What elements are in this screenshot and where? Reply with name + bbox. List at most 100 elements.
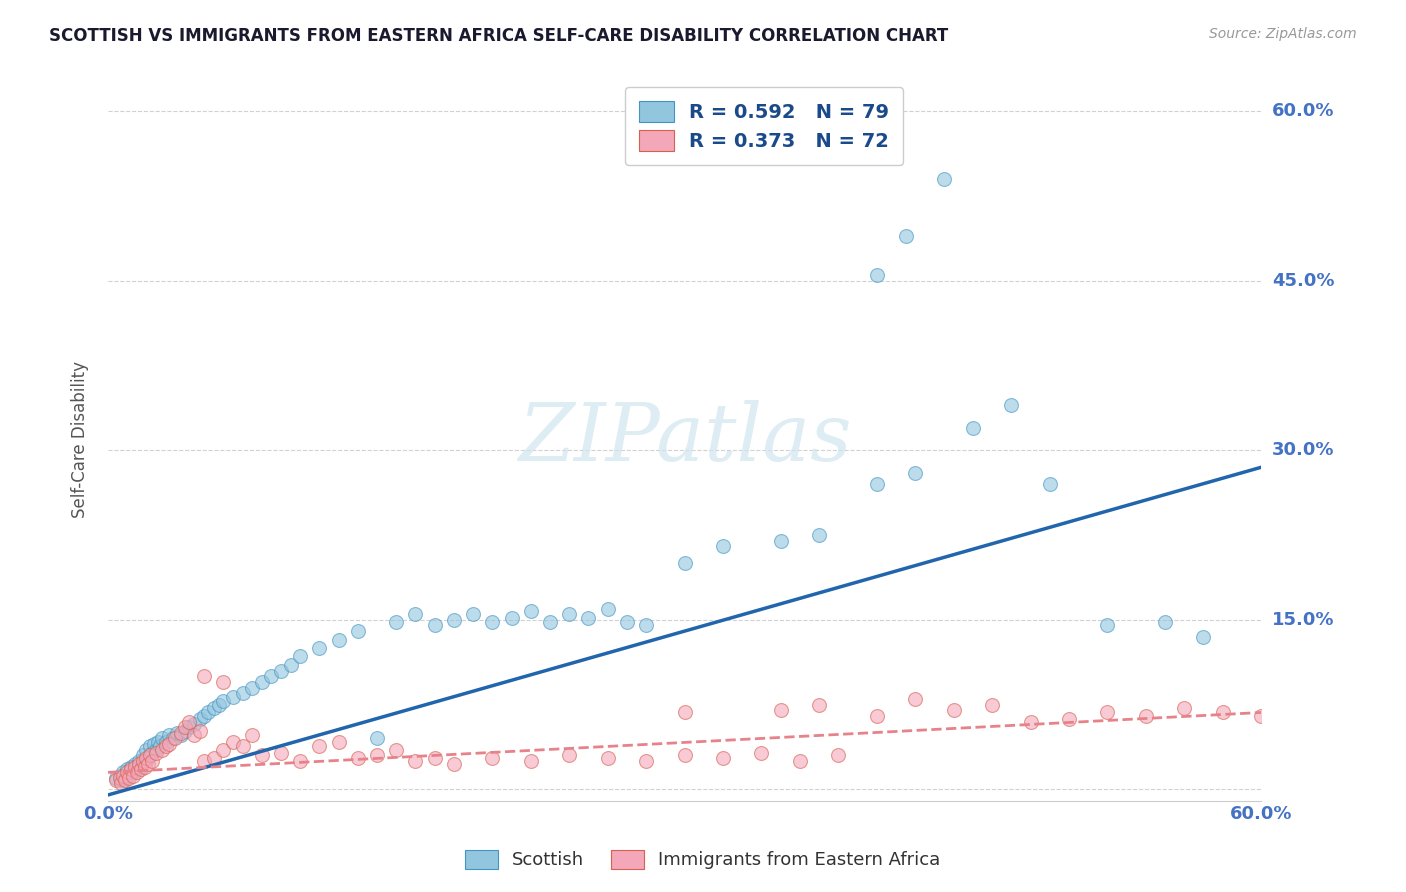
Point (270, 746, 292, 760)
Point (183, 728, 205, 742)
Point (129, 762, 152, 776)
Point (808, 528, 831, 542)
Point (110, 775, 132, 789)
Point (1154, 615, 1177, 629)
Point (135, 743, 157, 757)
Point (231, 686, 253, 700)
Point (124, 760, 146, 774)
Point (108, 769, 131, 783)
Point (108, 771, 131, 785)
Point (149, 739, 172, 754)
Point (981, 698, 1004, 712)
Point (1000, 398, 1022, 412)
Point (1097, 706, 1119, 720)
Point (673, 557, 696, 571)
Point (138, 757, 160, 772)
Point (212, 694, 235, 708)
Point (131, 754, 153, 768)
Text: 15.0%: 15.0% (1272, 611, 1334, 629)
Point (405, 607, 427, 622)
Point (1135, 709, 1157, 723)
Point (125, 765, 148, 780)
Point (120, 762, 142, 776)
Point (208, 698, 231, 712)
Point (673, 706, 696, 720)
Point (146, 735, 169, 749)
Point (155, 735, 177, 749)
Point (120, 760, 142, 774)
Point (124, 757, 146, 772)
Point (150, 743, 173, 757)
Point (866, 477, 889, 491)
Point (129, 760, 152, 774)
Point (122, 765, 145, 780)
Point (222, 690, 245, 704)
Point (789, 754, 811, 768)
Point (443, 757, 465, 772)
Point (143, 737, 166, 751)
Point (827, 748, 849, 763)
Point (188, 712, 211, 726)
Point (202, 750, 225, 764)
Point (134, 754, 156, 768)
Point (942, 703, 965, 717)
Point (150, 731, 173, 746)
Point (240, 728, 263, 742)
Point (751, 746, 773, 760)
Point (578, 610, 600, 624)
Point (347, 750, 370, 764)
Point (558, 607, 581, 622)
Point (1039, 477, 1062, 491)
Point (501, 610, 523, 624)
Point (1250, 709, 1272, 723)
Point (212, 675, 235, 690)
Point (1173, 701, 1195, 715)
Point (197, 706, 219, 720)
Point (308, 641, 330, 656)
Point (165, 731, 187, 746)
Point (520, 604, 543, 618)
Point (139, 739, 162, 754)
Point (159, 728, 181, 742)
Point (385, 615, 408, 629)
Point (131, 748, 153, 763)
Point (596, 750, 619, 764)
Point (193, 669, 215, 683)
Point (328, 633, 350, 648)
Point (328, 735, 350, 749)
Point (904, 692, 927, 706)
Point (769, 533, 792, 548)
Point (290, 648, 312, 663)
Point (808, 698, 831, 712)
Point (193, 754, 215, 768)
Point (250, 748, 273, 763)
Point (104, 773, 127, 788)
Point (110, 773, 132, 788)
Point (932, 172, 955, 186)
Point (711, 540, 734, 554)
Y-axis label: Self-Care Disability: Self-Care Disability (72, 360, 89, 517)
Point (962, 421, 984, 435)
Point (183, 716, 205, 731)
Point (711, 750, 734, 764)
Point (405, 754, 427, 768)
Point (769, 703, 792, 717)
Point (202, 701, 225, 715)
Point (177, 720, 200, 734)
Text: ZIPatlas: ZIPatlas (517, 401, 851, 478)
Text: 45.0%: 45.0% (1272, 272, 1334, 290)
Point (385, 743, 408, 757)
Point (159, 737, 181, 751)
Point (558, 748, 581, 763)
Point (280, 658, 302, 673)
Point (112, 769, 135, 783)
Point (231, 739, 253, 754)
Point (596, 601, 619, 615)
Point (366, 731, 388, 746)
Point (636, 618, 658, 632)
Point (290, 754, 312, 768)
Point (673, 748, 696, 763)
Point (904, 466, 927, 480)
Point (308, 739, 330, 754)
Point (145, 743, 167, 757)
